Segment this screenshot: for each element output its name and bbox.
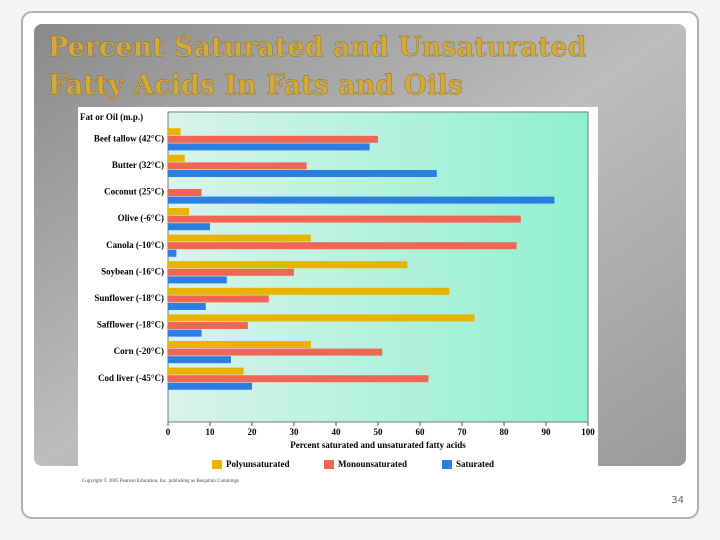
- bar: [168, 196, 555, 204]
- legend-label: Polyunsaturated: [226, 459, 290, 469]
- legend-label: Saturated: [456, 459, 494, 469]
- category-label: Sunflower (-18°C): [94, 293, 164, 303]
- bar: [168, 276, 227, 284]
- bar: [168, 303, 206, 310]
- bar: [168, 367, 244, 375]
- x-tick-label: 50: [374, 427, 384, 437]
- bar: [168, 314, 475, 322]
- category-label: Safflower (-18°C): [97, 320, 164, 330]
- bar: [168, 249, 177, 257]
- category-label: Cod liver (-45°C): [98, 373, 164, 383]
- legend-swatch: [324, 460, 334, 469]
- x-tick-label: 70: [458, 427, 468, 437]
- bar: [168, 261, 408, 269]
- bar: [168, 341, 311, 348]
- category-label: Canola (-10°C): [106, 240, 164, 250]
- legend-swatch: [442, 460, 452, 469]
- category-header: Fat or Oil (m.p.): [80, 112, 143, 122]
- copyright: Copyright © 2005 Pearson Education, Inc.…: [82, 478, 239, 484]
- category-label: Coconut (25°C): [104, 187, 164, 197]
- x-tick-label: 90: [542, 427, 552, 437]
- page-number: 34: [671, 495, 684, 506]
- bar: [168, 382, 252, 390]
- bar: [168, 375, 429, 383]
- slide-title: Percent Saturated and Unsaturated Fatty A…: [48, 32, 587, 101]
- x-tick-label: 10: [206, 427, 216, 437]
- category-label: Olive (-6°C): [118, 213, 164, 223]
- bar: [168, 234, 311, 242]
- bar: [168, 135, 378, 143]
- bar: [168, 143, 370, 151]
- x-tick-label: 20: [248, 427, 258, 437]
- x-tick-label: 60: [416, 427, 426, 437]
- bar: [168, 223, 210, 231]
- legend-swatch: [212, 460, 222, 469]
- chart: 0 10 20 30 40 50 60 70 80 90 100 Beef tallow (42°C)…: [94, 128, 595, 469]
- category-label: Corn (-20°C): [114, 346, 164, 356]
- category-label: Beef tallow (42°C): [94, 133, 164, 143]
- x-tick-label: 30: [290, 427, 300, 437]
- bar: [168, 268, 294, 276]
- bar: [168, 162, 307, 170]
- category-label: Soybean (-16°C): [101, 266, 164, 276]
- category-label: Butter (32°C): [112, 160, 164, 170]
- bar: [168, 154, 185, 162]
- legend-label: Monounsaturated: [338, 459, 407, 469]
- bar: [168, 287, 450, 295]
- bar: [168, 356, 231, 364]
- bar: [168, 189, 202, 196]
- bar: [168, 170, 437, 177]
- bar: [168, 215, 521, 223]
- title-line: Percent Saturated and Unsaturated: [48, 32, 587, 63]
- bar: [168, 208, 189, 215]
- x-tick-label: 0: [166, 427, 171, 437]
- x-tick-label: 40: [332, 427, 342, 437]
- bar: [168, 329, 202, 337]
- bar: [168, 295, 269, 303]
- title-line: Fatty Acids In Fats and Oils: [48, 70, 463, 101]
- x-tick-label: 100: [581, 427, 595, 437]
- bar: [168, 322, 248, 329]
- bar: [168, 128, 181, 136]
- bar: [168, 242, 517, 250]
- bar: [168, 348, 383, 356]
- x-axis-label: Percent saturated and unsaturated fatty …: [290, 440, 466, 450]
- x-tick-label: 80: [500, 427, 510, 437]
